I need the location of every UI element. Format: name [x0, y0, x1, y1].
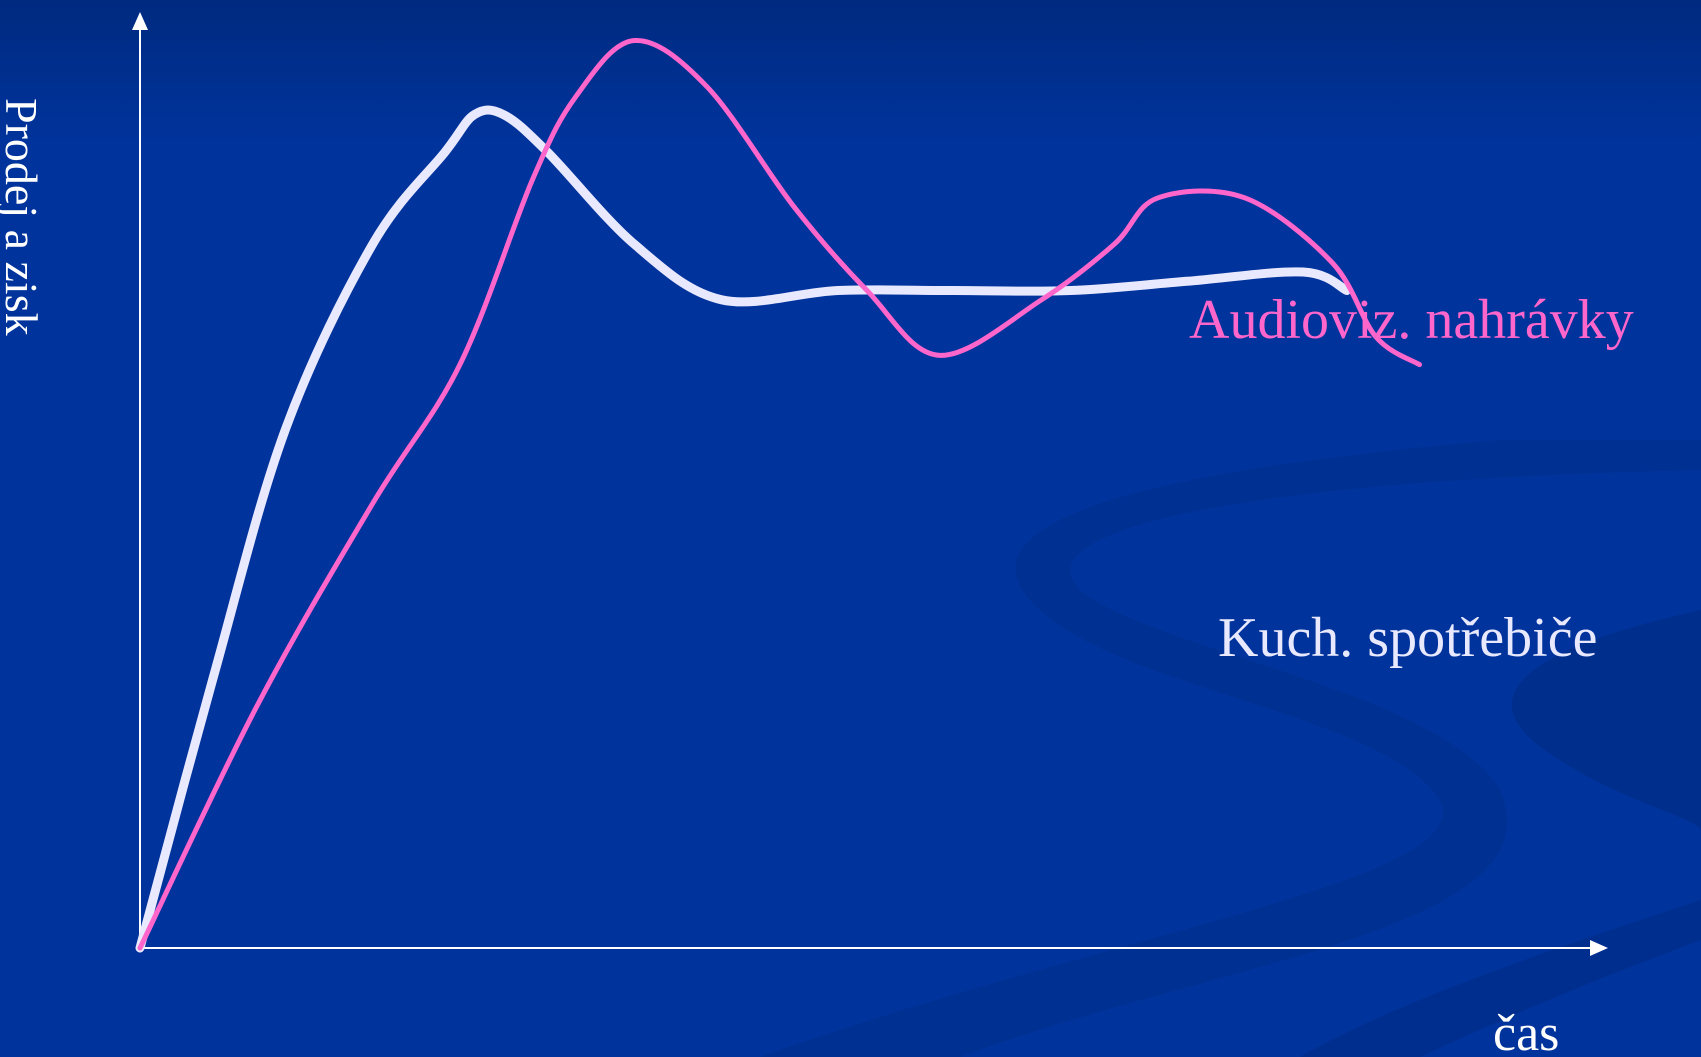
series-label-kuch: Kuch. spotřebiče [1218, 607, 1598, 669]
series-line-kuch [135, 105, 1352, 953]
x-axis-label: čas [1493, 1005, 1560, 1057]
x-axis-arrowhead [1590, 940, 1608, 956]
chart-axes [132, 12, 1608, 956]
background-swirl-decoration [760, 440, 1701, 1057]
y-axis-arrowhead [132, 12, 148, 30]
series-layer [135, 38, 1423, 953]
series-label-audioviz: Audioviz. nahrávky [1189, 289, 1634, 351]
series-line-audioviz [137, 38, 1423, 951]
y-axis-label: Prodej a zisk [0, 98, 47, 336]
